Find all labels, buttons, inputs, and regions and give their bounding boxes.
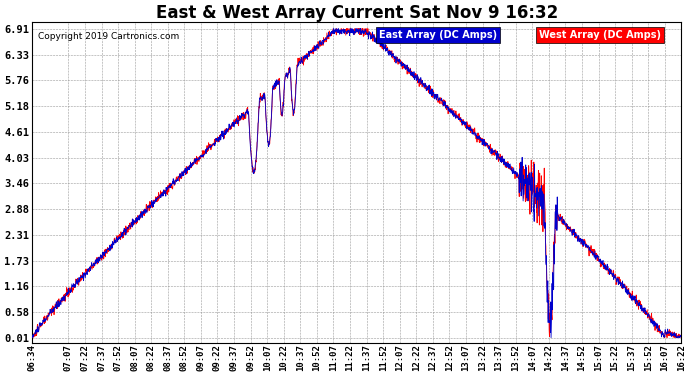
Text: West Array (DC Amps): West Array (DC Amps) [539, 30, 661, 40]
Text: East Array (DC Amps): East Array (DC Amps) [379, 30, 497, 40]
Title: East & West Array Current Sat Nov 9 16:32: East & West Array Current Sat Nov 9 16:3… [155, 4, 558, 22]
Text: Copyright 2019 Cartronics.com: Copyright 2019 Cartronics.com [39, 32, 179, 41]
